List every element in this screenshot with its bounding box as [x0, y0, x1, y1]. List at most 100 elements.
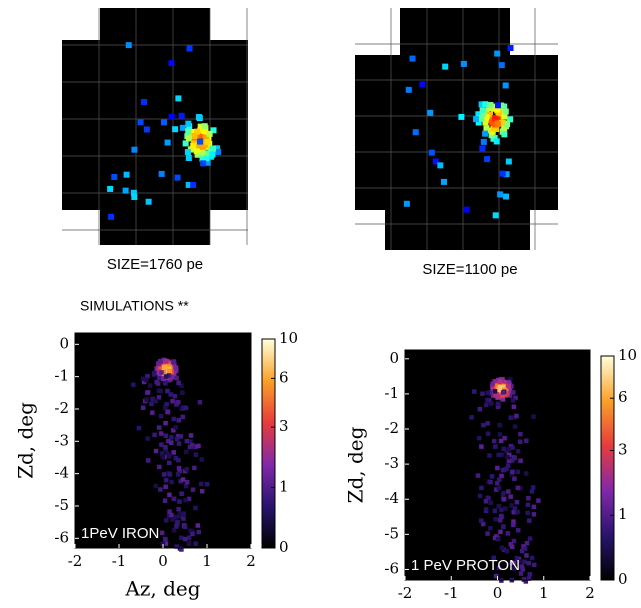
- heat-cell: [184, 438, 190, 444]
- heat-cell: [162, 498, 168, 503]
- colorbar-tick-label: 10: [618, 346, 637, 364]
- x-tick-label: -1: [112, 552, 127, 570]
- camera-pixel: [493, 138, 500, 145]
- camera-pixel: [185, 120, 192, 127]
- colorbar-tick-label: 3: [618, 440, 628, 458]
- heat-cell: [526, 495, 531, 501]
- heat-cell: [514, 555, 520, 561]
- heat-cell: [147, 383, 153, 388]
- camera-pixel: [206, 130, 213, 137]
- heat-cell: [136, 425, 142, 431]
- camera-pixel: [482, 119, 489, 126]
- camera-pixel: [501, 113, 508, 120]
- y-tick-label: 0: [59, 334, 69, 352]
- colorbar: [261, 338, 276, 549]
- heat-cell: [531, 414, 536, 419]
- heat-cell: [511, 560, 517, 566]
- heat-cell: [523, 579, 529, 584]
- heat-cell: [518, 485, 523, 491]
- heat-cell: [178, 479, 183, 484]
- heat-cell: [527, 536, 533, 541]
- camera-pixel: [200, 160, 207, 167]
- heat-cell: [499, 473, 504, 479]
- heat-cell: [171, 359, 177, 365]
- heat-cell: [497, 384, 503, 390]
- heat-cell: [199, 457, 204, 462]
- heat-cell: [477, 406, 483, 412]
- camera-pixel: [487, 102, 494, 109]
- heat-cell: [163, 433, 169, 438]
- camera-pixel: [175, 95, 182, 102]
- heat-cell: [518, 458, 523, 463]
- heat-cell: [527, 572, 533, 577]
- heat-cell: [183, 405, 189, 411]
- camera-pixel: [428, 149, 435, 156]
- annotation: 1 PeV PROTON: [411, 557, 520, 574]
- heat-cell: [159, 442, 164, 447]
- heat-cell: [522, 559, 527, 565]
- heat-cell: [497, 422, 502, 428]
- heat-cell: [495, 480, 500, 486]
- camera-pixel: [190, 181, 197, 188]
- heat-cell: [522, 546, 528, 551]
- heat-cell: [145, 436, 150, 441]
- heat-cell: [160, 376, 166, 382]
- camera-pixel: [501, 131, 508, 138]
- heat-cell: [176, 457, 181, 463]
- heat-cell: [176, 400, 181, 405]
- camera-pixel: [437, 162, 444, 169]
- heat-cell: [153, 448, 159, 454]
- y-tick-label: -2: [384, 419, 399, 437]
- heat-cell: [145, 458, 151, 463]
- camera-label: SIZE=1100 pe: [422, 261, 517, 278]
- camera-pixel: [185, 155, 192, 162]
- camera-pixel: [475, 119, 482, 126]
- heat-cell: [183, 497, 188, 503]
- heat-cell: [499, 578, 504, 583]
- heat-cell: [144, 397, 149, 402]
- heat-cell: [158, 431, 164, 436]
- heat-cell: [481, 422, 486, 428]
- camera-pixel: [215, 148, 222, 155]
- heat-cell: [507, 452, 512, 458]
- camera-pixel: [482, 130, 489, 137]
- heat-cell: [196, 529, 201, 535]
- heat-cell: [492, 389, 498, 394]
- heat-cell: [508, 383, 514, 389]
- heat-cell: [171, 496, 177, 502]
- camera-body: [355, 8, 558, 250]
- camera-pixel: [487, 111, 494, 118]
- heat-cell: [171, 450, 176, 455]
- heat-cell: [176, 441, 182, 446]
- heat-cell: [167, 509, 172, 514]
- heat-cell: [184, 449, 189, 455]
- colorbar-tick-label: 0: [618, 570, 628, 588]
- camera-pixel: [131, 146, 138, 153]
- y-tick-label: -6: [54, 528, 69, 546]
- colorbar-tick-label: 6: [279, 368, 289, 386]
- y-tick-label: -5: [384, 524, 399, 542]
- heat-cell: [160, 541, 166, 546]
- heat-cell: [523, 471, 529, 476]
- heat-cell: [532, 562, 537, 568]
- heat-cell: [483, 507, 489, 512]
- camera-pixel: [204, 159, 211, 166]
- y-tick-label: -6: [384, 559, 399, 577]
- y-tick-label: -1: [384, 384, 399, 402]
- heat-cell: [143, 377, 149, 383]
- camera-pixel: [168, 60, 175, 67]
- y-axis-label: Zd, deg: [344, 426, 368, 503]
- camera-pixel: [108, 213, 115, 220]
- heat-cell: [171, 416, 177, 422]
- heat-cell: [169, 479, 174, 485]
- heat-cell: [164, 374, 169, 379]
- heat-cell: [479, 485, 484, 491]
- camera-pixel: [193, 148, 200, 155]
- heat-cell: [489, 474, 495, 479]
- colorbar-tick-label: 6: [618, 388, 628, 406]
- heat-cell: [515, 448, 521, 454]
- heat-cell: [145, 374, 150, 379]
- heat-cell: [515, 528, 521, 533]
- heat-cell: [504, 466, 509, 472]
- heat-cell: [510, 469, 515, 475]
